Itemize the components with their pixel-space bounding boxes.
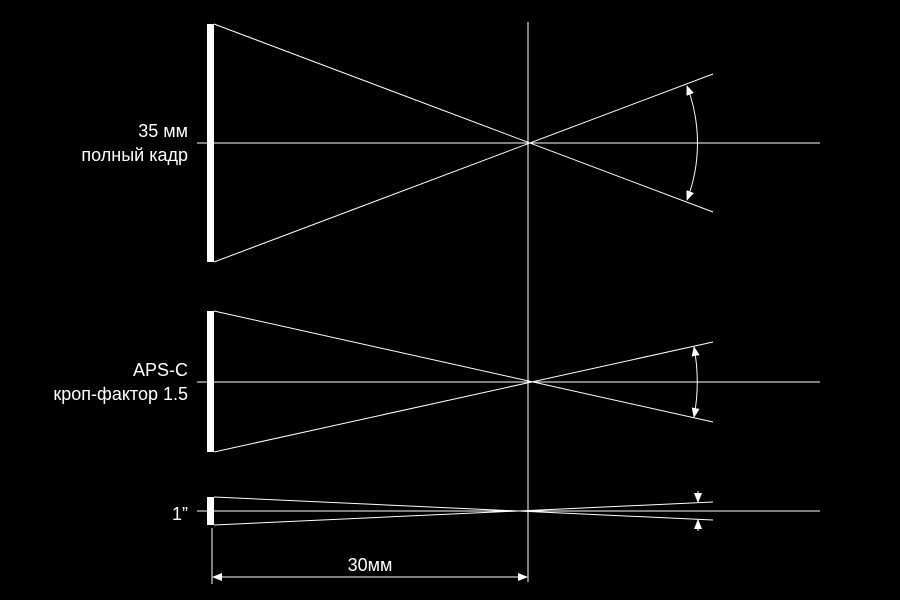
aps-c-group <box>197 310 820 453</box>
full-frame-group <box>197 23 820 263</box>
focal-distance-label: 30мм <box>347 555 393 575</box>
aps-c-label-line1: APS-C <box>132 360 188 380</box>
full-frame-label-line1: 35 мм <box>138 121 188 141</box>
full-frame-ray-top <box>213 23 714 213</box>
aps-c-label: APS-C кроп-фактор 1.5 <box>53 358 188 406</box>
one-inch-ray-top <box>213 496 714 521</box>
full-frame-ray-bottom <box>213 73 714 263</box>
one-inch-group <box>197 491 820 531</box>
focal-distance-dimension <box>211 528 528 584</box>
aps-c-angle-arc <box>691 346 700 418</box>
aps-c-ray-bottom <box>213 341 714 453</box>
full-frame-angle-arc <box>686 85 698 201</box>
one-inch-ray-bottom <box>213 501 714 526</box>
one-inch-label: 1” <box>172 502 188 526</box>
full-frame-label-line2: полный кадр <box>81 145 188 165</box>
aps-c-label-line2: кроп-фактор 1.5 <box>53 384 188 404</box>
one-inch-label-line1: 1” <box>171 504 188 524</box>
aps-c-ray-top <box>213 310 714 423</box>
full-frame-label: 35 мм полный кадр <box>81 119 188 167</box>
